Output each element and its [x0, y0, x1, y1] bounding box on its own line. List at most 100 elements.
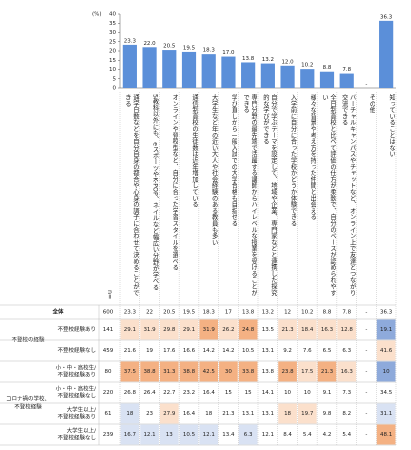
n-value: 61: [105, 411, 112, 417]
row-label: 小・中・高校生/: [56, 385, 97, 393]
cell-value: 9.2: [283, 348, 292, 354]
category-label: 専門分野の最先端で活躍する講師からハイレベルな授業を受けることができる: [242, 94, 258, 296]
cell-value: 17.6: [163, 348, 176, 354]
cell-highlight: [376, 403, 396, 424]
cell-highlight: [140, 319, 159, 340]
cell-highlight: [297, 319, 317, 340]
cell-value: 13.1: [262, 348, 274, 354]
cell-highlight: [297, 361, 317, 382]
cell-highlight: [120, 361, 140, 382]
cell-value: 13: [166, 432, 173, 438]
bar: [300, 69, 315, 88]
cell-highlight: [199, 361, 219, 382]
y-tick-label: 20: [109, 49, 116, 55]
cell-value: 16.3: [321, 327, 334, 333]
value-label: 23.3: [124, 38, 137, 44]
cell-highlight: [376, 361, 396, 382]
cell-highlight: [120, 403, 140, 424]
cell-value: 12.1: [143, 432, 155, 438]
cell-value: 29.1: [183, 327, 195, 333]
cell-highlight: [238, 361, 258, 382]
cell-value: -: [365, 411, 367, 417]
cell-value: 18: [284, 411, 291, 417]
value-label: 7.8: [342, 67, 351, 73]
cell-value: 31.9: [203, 327, 216, 333]
cell-value: 13.1: [262, 411, 274, 417]
value-label: 20.5: [163, 44, 176, 50]
cell-value: 16.3: [341, 369, 354, 375]
cell-value: 7.6: [303, 348, 312, 354]
cell-highlight: [159, 424, 179, 445]
bar: [260, 63, 275, 88]
value-label: 18.3: [203, 48, 216, 54]
cell-value: 13.5: [262, 327, 275, 333]
cell-value: 26.8: [124, 390, 137, 396]
row-label: 不登校経験なし: [57, 346, 96, 354]
y-tick-label: 10: [109, 67, 116, 73]
bar: [122, 44, 137, 88]
cell-value: 14.1: [262, 390, 274, 396]
row-label: 不登校経験あり: [57, 371, 96, 379]
cell-value: 7.8: [342, 310, 351, 316]
cell-value: 4.2: [323, 432, 332, 438]
bar: [319, 71, 335, 88]
cell-value: 16.7: [124, 432, 137, 438]
cell-value: 12.1: [262, 432, 274, 438]
cell-value: 38.8: [183, 369, 196, 375]
value-label: -: [365, 82, 367, 88]
cell-value: 15: [245, 390, 252, 396]
bar: [201, 54, 216, 88]
cell-value: 22: [146, 310, 153, 316]
cell-value: 5.4: [303, 432, 312, 438]
category-label: 大学生など年の近い大人や社会経験のある教員も多い: [210, 94, 218, 246]
cell-value: -: [365, 369, 367, 375]
cell-highlight: [199, 424, 219, 445]
category-label: 通信制高校の生徒数は近年増加している: [191, 94, 198, 208]
cell-value: 14.2: [203, 348, 215, 354]
cell-value: 19.5: [183, 310, 196, 316]
n-value: 141: [103, 327, 114, 333]
row-label: 大学生以上/: [67, 406, 97, 414]
row-label: 小・中・高校生/: [56, 364, 97, 372]
y-tick-label: 35: [109, 21, 116, 27]
cell-value: 34.5: [380, 390, 393, 396]
cell-highlight: [159, 319, 179, 340]
cell-value: 19: [146, 348, 153, 354]
cell-highlight: [317, 361, 337, 382]
cell-highlight: [376, 319, 396, 340]
cell-value: 27.9: [163, 411, 176, 417]
category-label: 入学前に自分に合った学校かどうか体験できる: [289, 94, 297, 227]
n-value: 220: [103, 390, 114, 396]
category-label: 学び直しから一般入試での大学合格も目指せる: [230, 94, 238, 227]
value-label: 17.0: [222, 50, 235, 56]
cell-value: 37.5: [124, 369, 137, 375]
cell-value: 13.8: [262, 369, 275, 375]
cell-highlight: [120, 319, 140, 340]
bar: [241, 62, 256, 88]
y-tick-label: 15: [109, 58, 116, 64]
cell-value: 31.9: [143, 327, 156, 333]
cell-highlight: [140, 361, 159, 382]
cell-highlight: [179, 361, 199, 382]
cell-value: 48.1: [380, 432, 392, 438]
cell-value: 12.8: [341, 327, 354, 333]
row-label: 不登校経験なし: [57, 392, 96, 400]
y-tick-label: 40: [109, 12, 116, 18]
cell-value: 10.2: [301, 310, 313, 316]
cell-value: 18.4: [301, 327, 314, 333]
group-label: 不登校の経験: [11, 336, 45, 344]
cell-value: 10: [304, 390, 311, 396]
cell-highlight: [199, 319, 219, 340]
cell-value: 38.8: [143, 369, 156, 375]
cell-value: -: [365, 310, 367, 316]
cell-highlight: [376, 340, 396, 361]
cell-highlight: [376, 424, 396, 445]
value-label: 13.2: [262, 57, 274, 63]
category-label: その他: [368, 94, 376, 113]
cell-value: 14.2: [222, 348, 234, 354]
cell-value: 7.3: [342, 390, 351, 396]
cell-highlight: [159, 403, 179, 424]
cell-highlight: [179, 424, 199, 445]
cell-highlight: [278, 361, 297, 382]
cell-highlight: [278, 319, 297, 340]
